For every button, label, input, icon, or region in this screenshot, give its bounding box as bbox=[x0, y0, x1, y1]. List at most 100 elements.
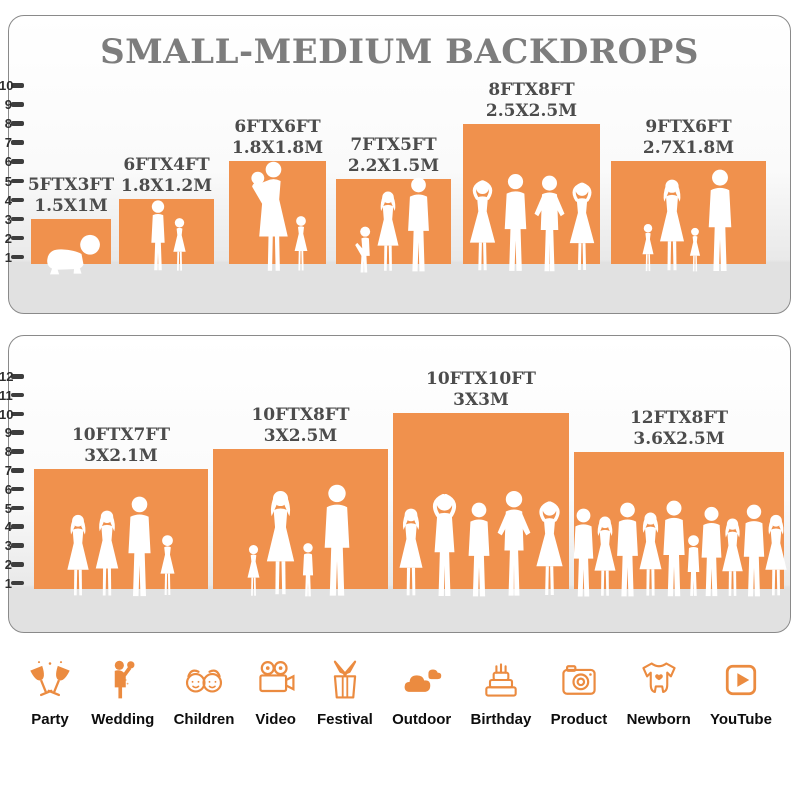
backdrop-bar-5x3ft: 5FTX3FT 1.5X1M bbox=[28, 175, 114, 275]
ruler-number: 3 bbox=[4, 538, 12, 554]
ruler-tick bbox=[11, 254, 24, 260]
person-silhouette-woman-hoh bbox=[467, 179, 497, 272]
person-silhouette-man bbox=[708, 169, 731, 272]
person-silhouette-man bbox=[324, 484, 349, 596]
category-label: Birthday bbox=[470, 711, 532, 728]
size-label-ft: 10FTX7FT bbox=[71, 425, 171, 446]
ruler-tick bbox=[11, 486, 24, 492]
ruler-tick bbox=[11, 468, 24, 473]
ruler-number: 8 bbox=[4, 116, 12, 132]
ruler-number: 7 bbox=[4, 463, 12, 478]
backdrop-bar-6x4ft: 6FTX4FT 1.8X1.2M bbox=[119, 155, 214, 271]
ruler-tick bbox=[11, 178, 24, 183]
person-silhouette-girl bbox=[172, 218, 186, 271]
category-festival: Festival bbox=[317, 656, 373, 728]
page-title: SMALL-MEDIUM BACKDROPS bbox=[100, 32, 699, 72]
person-silhouette-man bbox=[407, 177, 429, 272]
ruler-tick bbox=[11, 159, 24, 164]
silhouette-group bbox=[245, 161, 310, 275]
person-silhouette-girl bbox=[294, 216, 307, 271]
ruler-tick bbox=[11, 562, 24, 567]
size-label-m: 2.5X2.5M bbox=[485, 100, 578, 121]
size-label-6x4ft: 6FTX4FT 1.8X1.2M bbox=[72, 155, 262, 196]
newborn-icon bbox=[637, 656, 681, 702]
ruler-tick bbox=[11, 543, 24, 548]
person-silhouette-baby bbox=[47, 234, 100, 275]
party-icon bbox=[28, 656, 72, 702]
category-label: Outdoor bbox=[392, 711, 452, 728]
size-label-ft: 7FTX5FT bbox=[350, 135, 437, 156]
size-label-ft: 9FTX6FT bbox=[645, 117, 732, 138]
size-label-m: 1.8X1.8M bbox=[231, 137, 324, 158]
person-silhouette-woman bbox=[765, 514, 787, 596]
backdrop-bar-10x7ft: 10FTX7FT 3X2.1M bbox=[34, 425, 208, 597]
category-label: Newborn bbox=[626, 711, 691, 728]
size-label-m: 3X3M bbox=[453, 389, 509, 410]
size-label-m: 3.6X2.5M bbox=[633, 428, 725, 449]
person-silhouette-woman-hoh bbox=[534, 500, 565, 597]
person-silhouette-woman-hoh bbox=[567, 181, 596, 272]
person-silhouette-man-hips bbox=[534, 175, 564, 272]
silhouette-group bbox=[353, 177, 435, 275]
backdrop-bar-6x6ft: 6FTX6FT 1.8X1.8M bbox=[229, 117, 326, 271]
ruler-number: 10 bbox=[0, 406, 14, 422]
category-label: Festival bbox=[316, 711, 373, 728]
ruler-tick bbox=[11, 140, 24, 145]
size-label-ft: 8FTX8FT bbox=[488, 80, 575, 101]
ruler-number: 10 bbox=[0, 78, 14, 93]
silhouette-group bbox=[640, 169, 738, 275]
category-party: Party bbox=[28, 656, 72, 728]
category-wedding: Wedding bbox=[91, 656, 154, 728]
silhouette-group bbox=[466, 173, 597, 275]
birthday-icon bbox=[479, 656, 523, 702]
silhouette-group bbox=[40, 229, 102, 275]
ruler-number: 2 bbox=[4, 230, 12, 246]
category-birthday: Birthday bbox=[470, 656, 532, 728]
ruler-tick bbox=[11, 411, 24, 417]
ruler-tick bbox=[11, 524, 24, 529]
ruler-number: 5 bbox=[4, 173, 12, 189]
ruler-tick bbox=[11, 102, 24, 107]
children-icon bbox=[182, 656, 226, 702]
category-label: Wedding bbox=[91, 711, 155, 728]
ruler-tick bbox=[11, 505, 24, 511]
ruler-tick bbox=[11, 216, 24, 222]
silhouette-group bbox=[572, 500, 787, 600]
person-silhouette-man-hoh bbox=[432, 494, 457, 599]
category-label: Party bbox=[31, 711, 69, 728]
size-label-m: 3X2.1M bbox=[84, 445, 158, 466]
category-label: Product bbox=[550, 711, 608, 728]
ruler-tick bbox=[11, 392, 24, 398]
size-label-9x6ft: 9FTX6FT 2.7X1.8M bbox=[594, 117, 784, 158]
backdrop-bar-12x8ft: 12FTX8FT 3.6X2.5M bbox=[573, 408, 787, 597]
ruler-number: 7 bbox=[4, 135, 12, 151]
size-label-ft: 6FTX4FT bbox=[123, 155, 210, 176]
ruler-number: 4 bbox=[4, 192, 12, 208]
backdrop-bar-7x5ft: 7FTX5FT 2.2X1.5M bbox=[336, 135, 451, 273]
person-silhouette-woman bbox=[659, 179, 684, 271]
size-label-12x8ft: 12FTX8FT 3.6X2.5M bbox=[584, 408, 774, 449]
category-newborn: Newborn bbox=[627, 656, 691, 728]
size-label-m: 2.2X1.5M bbox=[347, 155, 440, 176]
outdoor-icon bbox=[400, 656, 444, 702]
size-label-ft: 5FTX3FT bbox=[27, 175, 115, 196]
ruler-number: 9 bbox=[4, 97, 12, 113]
category-outdoor: Outdoor bbox=[392, 656, 451, 728]
size-label-10x7ft: 10FTX7FT 3X2.1M bbox=[26, 425, 216, 466]
category-video: Video bbox=[254, 656, 298, 728]
backdrop-bar-10x10ft: 10FTX10FT 3X3M bbox=[393, 369, 569, 599]
person-silhouette-man bbox=[468, 502, 490, 597]
festival-icon bbox=[323, 656, 367, 702]
person-silhouette-man-hips bbox=[497, 491, 531, 596]
ruler-tick bbox=[11, 374, 24, 379]
category-youtube: YouTube bbox=[710, 656, 772, 728]
ruler-tick bbox=[11, 235, 24, 241]
ruler-number: 3 bbox=[4, 211, 12, 227]
ruler-number: 6 bbox=[4, 154, 12, 170]
backdrop-bar-8x8ft: 8FTX8FT 2.5X2.5M bbox=[463, 80, 600, 272]
ruler-number: 4 bbox=[4, 519, 12, 535]
size-chart-panel-medium: 10FTX7FT 3X2.1M 10FTX8FT 3X2.5M 10FTX10F… bbox=[0, 335, 791, 633]
ruler-number: 11 bbox=[0, 387, 13, 403]
category-children: Children bbox=[174, 656, 234, 728]
